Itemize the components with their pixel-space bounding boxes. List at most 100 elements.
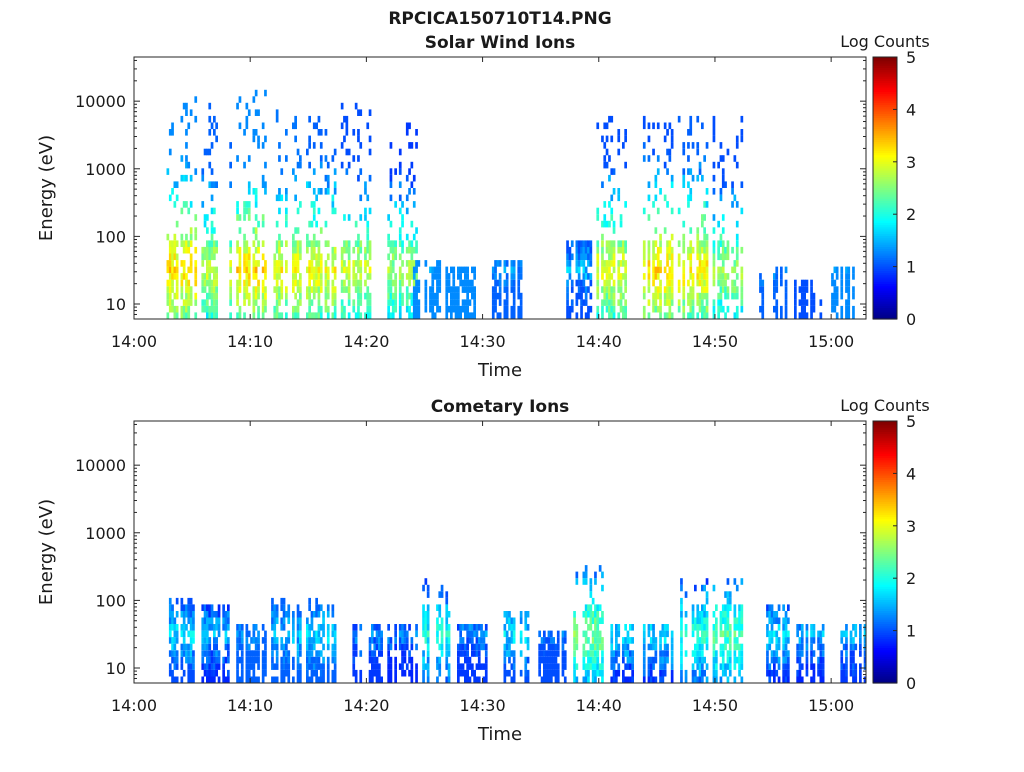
spectrogram-cell [343,214,346,221]
colorbar-strip [873,301,897,305]
spectrogram-cell [731,201,734,208]
spectrogram-cell [368,207,372,215]
spectrogram-cell [287,617,291,624]
spectrogram-cell [642,115,646,123]
spectrogram-cell [810,312,813,319]
spectrogram-cell [505,286,509,293]
spectrogram-cell [457,292,460,300]
spectrogram-cell [222,624,225,631]
spectrogram-cell [849,637,853,644]
spectrogram-cell [389,174,393,182]
spectrogram-cell [668,312,672,319]
spectrogram-cell [766,656,769,664]
spectrogram-cell [466,637,469,644]
spectrogram-cell [849,650,853,657]
spectrogram-cell [670,656,674,664]
spectrogram-cell [368,174,372,182]
spectrogram-cell [605,148,609,156]
spectrogram-cell [250,663,253,670]
spectrogram-cell [438,656,442,664]
spectrogram-cell [661,630,665,638]
spectrogram-cell [236,207,239,215]
spectrogram-cell [210,669,214,677]
spectrogram-cell [168,637,172,644]
spectrogram-cell [415,142,418,149]
spectrogram-cell [203,220,207,228]
spectrogram-cell [654,656,658,664]
spectrogram-cell [654,292,658,300]
spectrogram-cell [568,246,572,254]
spectrogram-cell [594,571,597,579]
spectrogram-cell [735,201,739,208]
spectrogram-cell [408,312,411,319]
spectrogram-cells [168,565,867,683]
spectrogram-cell [424,611,428,618]
spectrogram-cell [508,611,511,618]
spectrogram-cell [800,643,804,651]
spectrogram-cell [333,650,337,657]
spectrogram-cell [245,260,249,267]
spectrogram-cell [538,669,541,677]
spectrogram-cell [227,617,230,624]
spectrogram-cell [347,279,351,287]
spectrogram-cell [712,279,716,287]
spectrogram-cell [461,279,465,287]
spectrogram-cell [677,299,681,306]
spectrogram-cell [210,122,214,130]
spectrogram-cell [247,201,251,208]
spectrogram-cell [238,246,242,254]
spectrogram-cell [601,650,604,657]
spectrogram-cell [642,630,646,638]
spectrogram-cell [359,142,363,149]
spectrogram-cell [724,591,727,598]
spectrogram-cell [812,630,816,638]
spectrogram-cell [610,135,614,143]
spectrogram-cell [166,292,170,300]
colorbar-strip [873,549,897,553]
spectrogram-cell [285,637,288,644]
spectrogram-cell [394,240,397,247]
spectrogram-cell [405,286,409,293]
spectrogram-cell [845,624,848,631]
spectrogram-cell [666,630,669,638]
spectrogram-cell [352,650,356,657]
spectrogram-cell [649,676,653,683]
spectrogram-cell [647,246,651,254]
spectrogram-cell [563,663,567,670]
spectrogram-cell [194,246,198,254]
spectrogram-cell [468,279,472,287]
spectrogram-cell [373,663,377,670]
spectrogram-cell [292,246,295,254]
spectrogram-cell [687,312,690,319]
spectrogram-cell [835,292,839,300]
spectrogram-cell [243,240,246,247]
spectrogram-cell [503,624,507,631]
spectrogram-cell [294,266,297,274]
spectrogram-cell [312,201,316,208]
spectrogram-cell [668,266,672,274]
spectrogram-cell [391,253,395,261]
spectrogram-cell [731,188,734,195]
spectrogram-cell [612,220,616,228]
spectrogram-cell [810,630,813,638]
colorbar-strip [873,637,897,640]
spectrogram-cell [805,650,809,657]
spectrogram-cell [257,260,260,267]
spectrogram-cell [189,286,193,293]
spectrogram-cell [715,650,718,657]
spectrogram-cell [238,227,242,234]
colorbar-strip [873,560,897,564]
spectrogram-cell [459,637,462,644]
spectrogram-cell [770,624,774,631]
spectrogram-cell [243,129,246,136]
colorbar-strip [873,641,897,645]
spectrogram-cell [203,148,207,156]
spectrogram-cell [696,650,700,657]
spectrogram-cell [224,637,228,644]
spectrogram-cell [238,643,242,651]
spectrogram-cell [426,656,430,664]
spectrogram-cell [217,624,221,631]
spectrogram-cell [282,663,286,670]
spectrogram-cell [324,292,328,300]
